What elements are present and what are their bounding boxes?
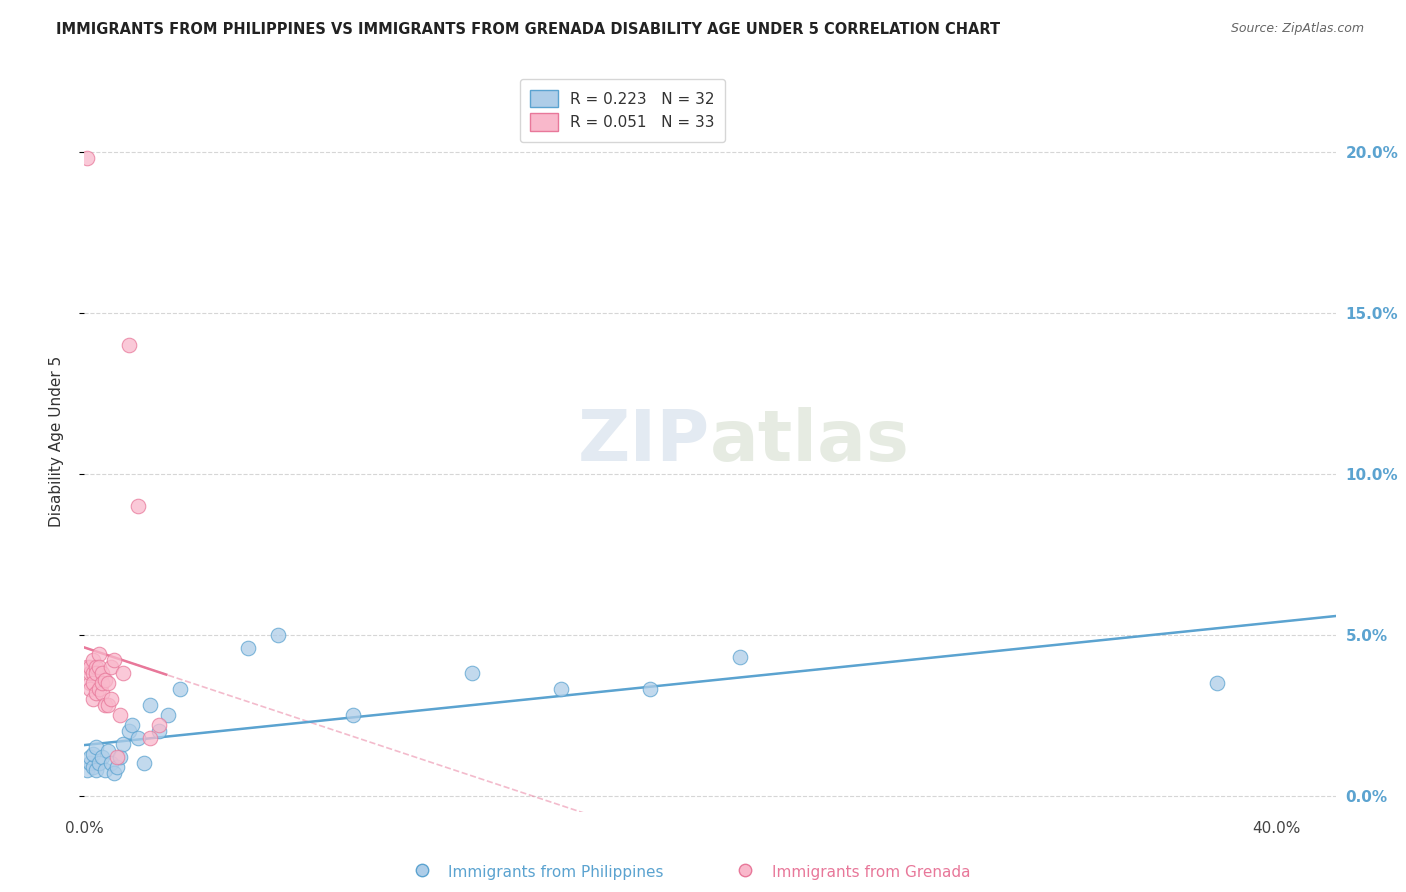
Point (76, 151, 98, 165)
Point (103, 653, 125, 667)
Point (79, 660, 101, 674)
Point (156, 708, 179, 723)
Point (148, 724, 170, 739)
Point (84, 740, 107, 755)
Point (103, 766, 125, 780)
Point (728, 650, 751, 665)
Text: atlas: atlas (710, 407, 910, 476)
Point (238, 640, 260, 655)
Y-axis label: Disability Age Under 5: Disability Age Under 5 (49, 356, 63, 527)
Point (89, 756, 111, 771)
Point (94, 673, 117, 687)
Point (79, 756, 101, 771)
Point (139, 731, 162, 745)
Point (100, 756, 122, 771)
Point (460, 666, 482, 681)
Point (79, 676, 101, 690)
Point (139, 698, 162, 713)
Text: Immigrants from Philippines: Immigrants from Philippines (447, 865, 664, 880)
Point (640, 682, 662, 697)
Point (342, 708, 364, 723)
Point (121, 718, 143, 732)
Point (82, 653, 104, 667)
Point (550, 682, 572, 697)
Point (97, 698, 120, 713)
Point (132, 756, 155, 771)
Point (118, 338, 141, 352)
Point (1205, 676, 1227, 690)
Point (100, 660, 122, 674)
Point (108, 708, 131, 723)
Point (76, 660, 98, 674)
Point (89, 660, 111, 674)
Point (82, 692, 104, 706)
Text: IMMIGRANTS FROM PHILIPPINES VS IMMIGRANTS FROM GRENADA DISABILITY AGE UNDER 5 CO: IMMIGRANTS FROM PHILIPPINES VS IMMIGRANT… (56, 22, 1000, 37)
Point (94, 698, 117, 713)
Point (84, 685, 107, 699)
Point (105, 759, 128, 773)
Point (105, 750, 128, 764)
Point (169, 682, 191, 697)
Point (148, 718, 170, 732)
Point (82, 676, 104, 690)
Point (100, 692, 122, 706)
Point (79, 750, 101, 764)
Point (112, 666, 135, 681)
Point (118, 724, 141, 739)
Point (267, 628, 290, 642)
Point (79, 666, 101, 681)
Legend: R = 0.223   N = 32, R = 0.051   N = 33: R = 0.223 N = 32, R = 0.051 N = 33 (520, 79, 725, 142)
Text: ZIP: ZIP (578, 407, 710, 476)
Point (76, 763, 98, 777)
Point (84, 660, 107, 674)
Point (97, 743, 120, 757)
Text: Immigrants from Grenada: Immigrants from Grenada (772, 865, 972, 880)
Point (127, 731, 149, 745)
Point (91, 685, 114, 699)
Text: Source: ZipAtlas.com: Source: ZipAtlas.com (1230, 22, 1364, 36)
Point (82, 759, 104, 773)
Point (108, 750, 131, 764)
Point (89, 647, 111, 661)
Point (91, 676, 114, 690)
Point (82, 747, 104, 761)
Point (84, 666, 107, 681)
Point (82, 666, 104, 681)
Point (79, 682, 101, 697)
Point (925, 700, 948, 714)
Point (84, 763, 107, 777)
Point (97, 676, 120, 690)
Point (602, 700, 624, 714)
Point (94, 763, 117, 777)
Point (91, 750, 114, 764)
Point (112, 737, 135, 751)
Point (91, 666, 114, 681)
Point (127, 499, 149, 513)
Point (89, 682, 111, 697)
